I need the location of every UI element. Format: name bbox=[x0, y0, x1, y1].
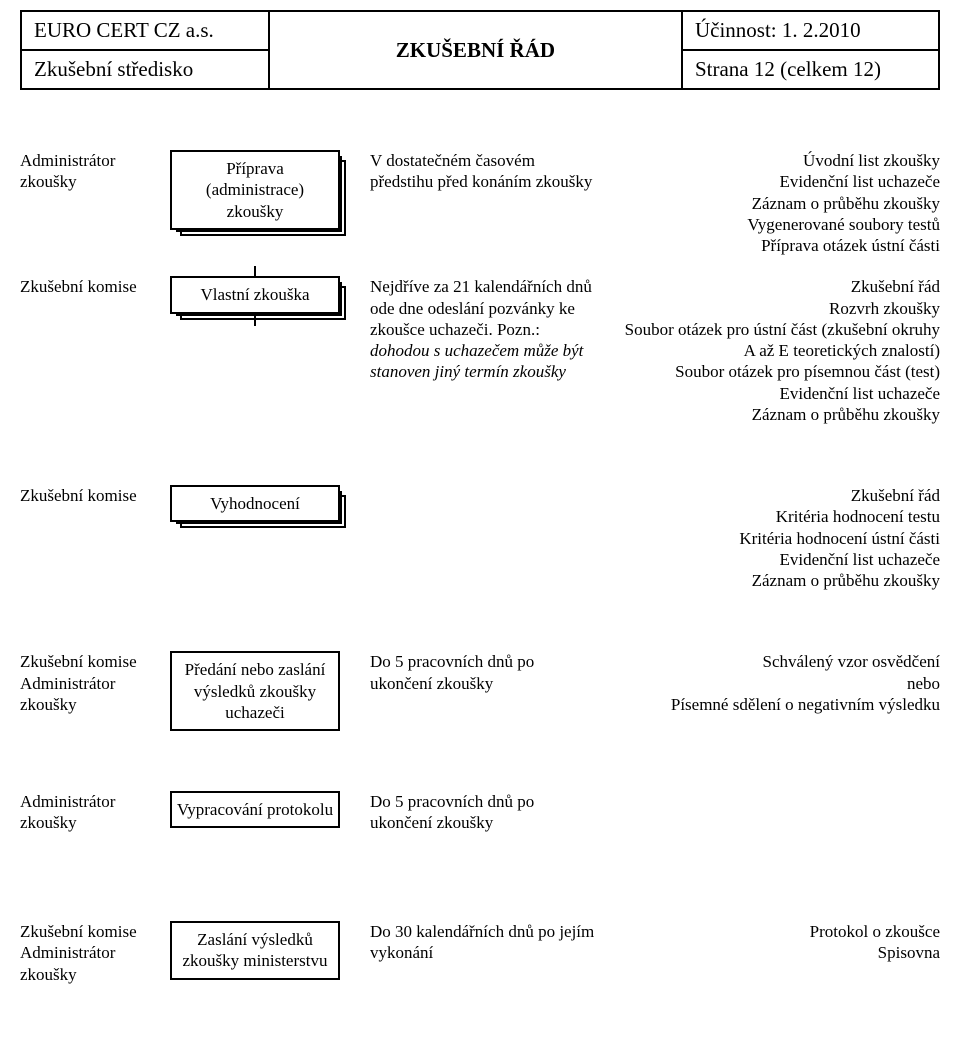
output-line: Spisovna bbox=[620, 942, 940, 963]
output-line: nebo bbox=[620, 673, 940, 694]
output-line: Evidenční list uchazeče bbox=[620, 383, 940, 404]
role-label: Zkušební komiseAdministrátor zkoušky bbox=[20, 651, 170, 715]
process-flow: Administrátor zkouškyPříprava (administr… bbox=[20, 150, 940, 991]
step-column: Zaslání výsledků zkoušky ministerstvu bbox=[170, 921, 340, 980]
role-label: Zkušební komiseAdministrátor zkoušky bbox=[20, 921, 170, 985]
step-box: Vypracování protokolu bbox=[170, 791, 340, 828]
output-line: Soubor otázek pro písemnou část (test) bbox=[620, 361, 940, 382]
flow-row: Zkušební komiseVlastní zkouškaNejdříve z… bbox=[20, 276, 940, 425]
output-line: Soubor otázek pro ústní část (zkušební o… bbox=[620, 319, 940, 362]
role-label: Administrátor zkoušky bbox=[20, 791, 170, 834]
output-line: Zkušební řád bbox=[620, 276, 940, 297]
header-title: ZKUŠEBNÍ ŘÁD bbox=[269, 11, 682, 89]
step-box: Vyhodnocení bbox=[170, 485, 340, 522]
flow-row: Administrátor zkouškyVypracování protoko… bbox=[20, 791, 940, 861]
step-column: Příprava (administrace) zkoušky bbox=[170, 150, 340, 230]
step-column: Vyhodnocení bbox=[170, 485, 340, 522]
step-box: Předání nebo zaslání výsledků zkoušky uc… bbox=[170, 651, 340, 731]
role-label: Zkušební komise bbox=[20, 485, 170, 506]
flow-row: Zkušební komiseAdministrátor zkouškyZasl… bbox=[20, 921, 940, 991]
output-line: Záznam o průběhu zkoušky bbox=[620, 570, 940, 591]
flow-row: Zkušební komiseAdministrátor zkouškyPřed… bbox=[20, 651, 940, 731]
step-description: Do 5 pracovních dnů po ukončení zkoušky bbox=[340, 651, 610, 694]
step-column: Předání nebo zaslání výsledků zkoušky uc… bbox=[170, 651, 340, 731]
document-header: EURO CERT CZ a.s. ZKUŠEBNÍ ŘÁD Účinnost:… bbox=[20, 10, 940, 90]
flow-row: Zkušební komiseVyhodnoceníZkušební řádKr… bbox=[20, 485, 940, 591]
step-outputs: Úvodní list zkouškyEvidenční list uchaze… bbox=[610, 150, 940, 256]
flow-row: Administrátor zkouškyPříprava (administr… bbox=[20, 150, 940, 256]
output-line: Vygenerované soubory testů bbox=[620, 214, 940, 235]
output-line: Evidenční list uchazeče bbox=[620, 171, 940, 192]
step-outputs: Protokol o zkoušceSpisovna bbox=[610, 921, 940, 964]
role-label: Administrátor zkoušky bbox=[20, 150, 170, 193]
step-box: Zaslání výsledků zkoušky ministerstvu bbox=[170, 921, 340, 980]
step-box: Příprava (administrace) zkoušky bbox=[170, 150, 340, 230]
step-outputs: Schválený vzor osvědčeníneboPísemné sděl… bbox=[610, 651, 940, 715]
header-page: Strana 12 (celkem 12) bbox=[682, 50, 939, 89]
step-description: Do 30 kalendářních dnů po jejím vykonání bbox=[340, 921, 610, 964]
step-description: Nejdříve za 21 kalendářních dnů ode dne … bbox=[340, 276, 610, 382]
output-line: Kritéria hodnocení ústní části bbox=[620, 528, 940, 549]
output-line: Záznam o průběhu zkoušky bbox=[620, 193, 940, 214]
output-line: Příprava otázek ústní části bbox=[620, 235, 940, 256]
output-line: Rozvrh zkoušky bbox=[620, 298, 940, 319]
step-column: Vlastní zkouška bbox=[170, 276, 340, 313]
step-box: Vlastní zkouška bbox=[170, 276, 340, 313]
step-column: Vypracování protokolu bbox=[170, 791, 340, 828]
page: EURO CERT CZ a.s. ZKUŠEBNÍ ŘÁD Účinnost:… bbox=[0, 0, 960, 1061]
output-line: Schválený vzor osvědčení bbox=[620, 651, 940, 672]
header-org: EURO CERT CZ a.s. bbox=[21, 11, 269, 50]
output-line: Kritéria hodnocení testu bbox=[620, 506, 940, 527]
output-line: Protokol o zkoušce bbox=[620, 921, 940, 942]
output-line: Písemné sdělení o negativním výsledku bbox=[620, 694, 940, 715]
step-outputs: Zkušební řádKritéria hodnocení testuKrit… bbox=[610, 485, 940, 591]
header-subunit: Zkušební středisko bbox=[21, 50, 269, 89]
step-description: V dostatečném časovém předstihu před kon… bbox=[340, 150, 610, 193]
step-outputs: Zkušební řádRozvrh zkouškySoubor otázek … bbox=[610, 276, 940, 425]
output-line: Evidenční list uchazeče bbox=[620, 549, 940, 570]
output-line: Zkušební řád bbox=[620, 485, 940, 506]
header-effective: Účinnost: 1. 2.2010 bbox=[682, 11, 939, 50]
step-description: Do 5 pracovních dnů po ukončení zkoušky bbox=[340, 791, 610, 834]
role-label: Zkušební komise bbox=[20, 276, 170, 297]
output-line: Záznam o průběhu zkoušky bbox=[620, 404, 940, 425]
output-line: Úvodní list zkoušky bbox=[620, 150, 940, 171]
